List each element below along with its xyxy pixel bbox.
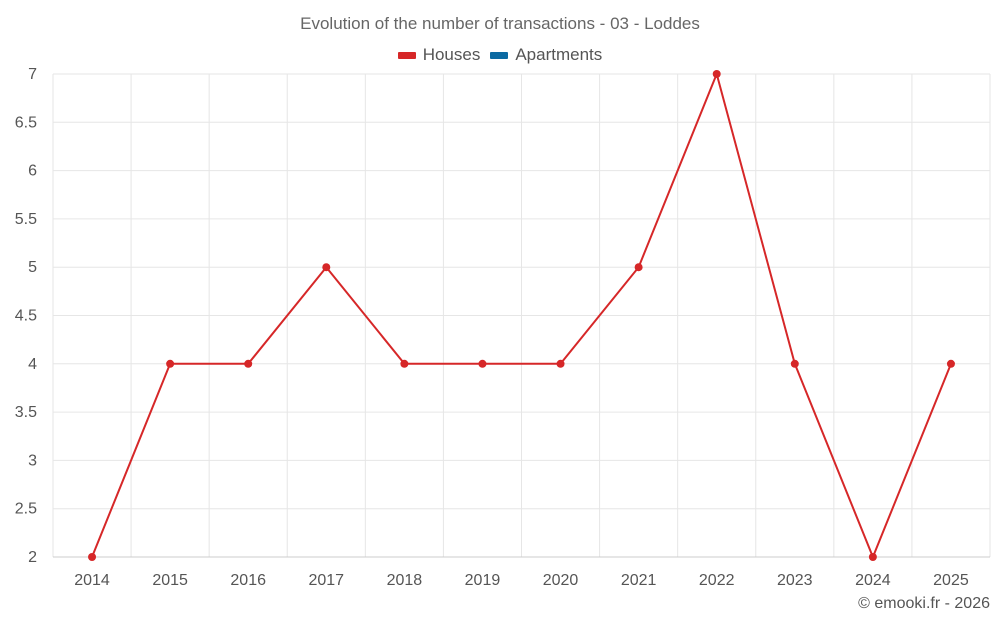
legend-swatch-houses xyxy=(397,51,416,59)
data-point-houses xyxy=(712,70,721,78)
x-tick-label: 2017 xyxy=(308,572,344,589)
y-tick-label: 5.5 xyxy=(15,211,37,228)
y-tick-label: 3 xyxy=(28,452,37,469)
legend-swatch-apartments xyxy=(490,51,509,59)
legend-item-apartments[interactable]: Apartments xyxy=(490,45,602,65)
x-tick-label: 2016 xyxy=(230,572,266,589)
footer-credit: © emooki.fr - 2026 xyxy=(858,595,990,612)
y-tick-label: 2.5 xyxy=(15,501,37,518)
data-point-houses xyxy=(868,553,877,561)
data-point-houses xyxy=(556,359,565,368)
legend: Houses Apartments xyxy=(0,45,1000,65)
y-tick-label: 5 xyxy=(28,259,37,276)
y-tick-label: 7 xyxy=(28,66,37,83)
data-point-houses xyxy=(634,263,643,272)
legend-item-houses[interactable]: Houses xyxy=(397,45,481,65)
legend-label-houses: Houses xyxy=(422,45,481,64)
x-tick-label: 2020 xyxy=(543,572,579,589)
x-tick-label: 2023 xyxy=(777,572,813,589)
data-point-houses xyxy=(790,359,799,368)
y-tick-label: 4.5 xyxy=(15,308,37,325)
data-point-houses xyxy=(400,359,409,368)
x-tick-label: 2021 xyxy=(621,572,657,589)
y-tick-label: 6.5 xyxy=(15,114,37,131)
data-point-houses xyxy=(322,263,331,272)
x-tick-label: 2019 xyxy=(465,572,501,589)
data-point-houses xyxy=(244,359,253,368)
y-tick-label: 2 xyxy=(28,549,37,566)
x-tick-label: 2015 xyxy=(152,572,188,589)
x-tick-label: 2025 xyxy=(933,572,969,589)
x-tick-label: 2024 xyxy=(855,572,891,589)
series-line-houses xyxy=(91,73,952,558)
data-point-houses xyxy=(478,359,487,368)
data-point-houses xyxy=(166,359,175,368)
y-tick-label: 6 xyxy=(28,163,37,180)
x-tick-label: 2018 xyxy=(387,572,423,589)
x-tick-label: 2014 xyxy=(74,572,110,589)
y-tick-label: 4 xyxy=(28,356,37,373)
legend-label-apartments: Apartments xyxy=(515,45,603,64)
y-tick-label: 3.5 xyxy=(15,404,37,421)
data-point-houses xyxy=(946,359,955,368)
data-point-houses xyxy=(88,553,97,561)
chart-title: Evolution of the number of transactions … xyxy=(300,14,700,33)
x-tick-label: 2022 xyxy=(699,572,735,589)
